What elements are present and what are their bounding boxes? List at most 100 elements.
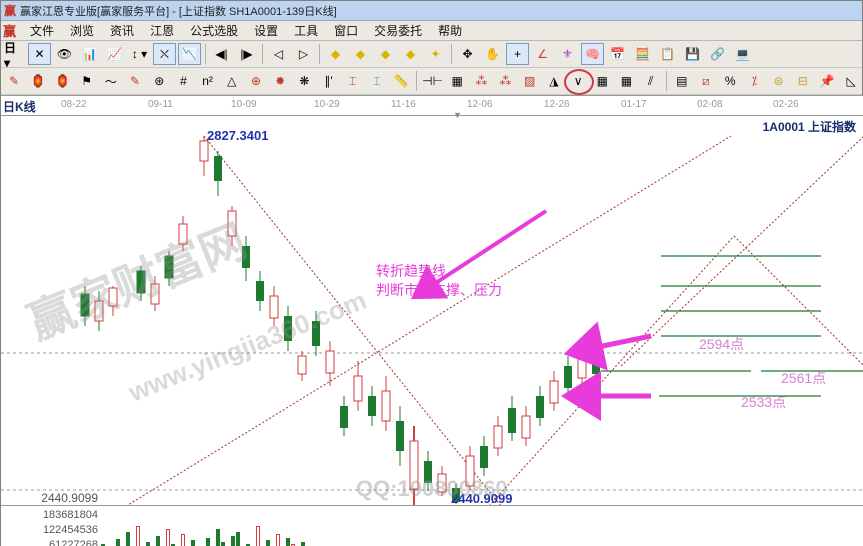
app-logo-icon-2: 赢 [3,21,16,40]
axis-price-top-label: 2440.9099 [3,491,98,505]
nav-left-icon[interactable]: ◁ [267,43,290,65]
toolbar-row-1: 日 ▾ ✕ 👁 📊 📈 ↕ ▾ ⛌ 📉 ◀| |▶ ◁ ▷ ◆ ◆ ◆ ◆ ✦ … [1,41,862,68]
menu-item-8[interactable]: 交易委托 [366,21,430,40]
bars9-icon[interactable]: 📈 [103,43,126,65]
pencil-red2-icon[interactable]: ✎ [124,70,146,92]
gann-grid-red-icon[interactable]: ⌶ [342,70,364,92]
crosshair-plus-icon[interactable]: + [506,43,529,65]
flag-outline-icon[interactable]: ⚑ [76,70,98,92]
table-icon[interactable]: ▤ [671,70,693,92]
spiderweb-grid-icon[interactable]: ❋ [293,70,315,92]
separator [416,71,417,91]
n-squared-icon[interactable]: n² [197,70,219,92]
diamond-right2-icon[interactable]: ◆ [399,43,422,65]
volume-axis-labels: 183681804 122454536 61227268 [3,508,98,546]
date-axis: 08-22 09-11 10-09 10-29 11-16 12-06 12-2… [1,96,863,116]
eye-view-icon[interactable]: 👁 [53,43,76,65]
computer-link-icon[interactable]: 💻 [731,43,754,65]
gold-circle-icon[interactable]: ⊜ [767,70,789,92]
gann-grid-cyan-icon[interactable]: ⌶ [366,70,388,92]
calendar-21-icon[interactable]: 📅 [606,43,629,65]
hline-icon[interactable]: ⊣⊢ [421,70,444,92]
menu-item-9[interactable]: 帮助 [430,21,470,40]
chart-drawing-layer [1,96,863,506]
grid-dense1-icon[interactable]: ▦ [591,70,613,92]
candle-gold1-icon[interactable]: 🏮 [27,70,49,92]
grid-hash-icon[interactable]: # [172,70,194,92]
scatter-red2-icon[interactable]: ⁂ [494,70,516,92]
calculator-icon[interactable]: 🧮 [631,43,654,65]
brain-outline-icon[interactable]: 🧠 [581,43,604,65]
symbol-label: 1A0001 上证指数 [763,118,856,135]
separator [319,44,320,64]
pencil-red-icon[interactable]: ✎ [3,70,25,92]
diamond-both-icon[interactable]: ◆ [374,43,397,65]
menu-item-5[interactable]: 设置 [246,21,286,40]
point-label-2533: 2533点 [741,392,786,412]
diamond-left2-icon[interactable]: ◆ [349,43,372,65]
point-label-2594: 2594点 [699,334,744,354]
menu-item-6[interactable]: 工具 [286,21,326,40]
menu-item-7[interactable]: 窗口 [326,21,366,40]
link-gear-icon[interactable]: 🔗 [706,43,729,65]
fan-purple-icon[interactable]: ⚜ [556,43,579,65]
pin-icon[interactable]: 📌 [816,70,838,92]
cross-pattern-icon[interactable]: ⛌ [153,43,176,65]
hand-drag-icon[interactable]: ✋ [481,43,504,65]
menu-item-1[interactable]: 浏览 [62,21,102,40]
point-label-2561: 2561点 [781,368,826,388]
triangle-grid-icon[interactable]: ◺ [840,70,862,92]
volume-panel[interactable]: 183681804 122454536 61227268 [1,505,863,546]
price-chart-panel[interactable]: 日K线 1A0001 上证指数 08-22 09-11 10-09 10-29 … [1,95,863,505]
site-watermark-url: www.yingjia360.com [124,285,371,409]
peak-price-label: 2827.3401 [207,128,268,143]
menu-bar: 赢 文件 浏览 资讯 江恩 公式选股 设置 工具 窗口 交易委托 帮助 [1,21,862,41]
trend-line-annotation: 转折趋势线 判断市场支撑、压力 [376,262,502,300]
target-red-icon[interactable]: ⊕ [245,70,267,92]
jump-to-end-icon[interactable]: |▶ [235,43,258,65]
jump-to-start-icon[interactable]: ◀| [210,43,233,65]
mountain-chart-icon[interactable]: 📉 [178,43,201,65]
grid-box-icon[interactable]: ▦ [446,70,468,92]
spiderweb-red-icon[interactable]: ✹ [269,70,291,92]
checkmark-v-icon[interactable]: ∨ [567,70,589,92]
toolbar-row-2: ✎ 🏮 🏮 ⚑ 〜 ✎ ⊛ # n² △ ⊕ ✹ ❋ ∥' ⌶ ⌶ 📏 ⊣⊢ ▦… [1,68,862,95]
title-bar: 赢 赢家江恩专业版[赢家服务平台] - [上证指数 SH1A0001-139日K… [1,1,862,21]
notes-icon[interactable]: 📋 [656,43,679,65]
save-red-icon[interactable]: 💾 [681,43,704,65]
hollow-candle-icon[interactable]: ✕ [28,43,51,65]
volume-bars [101,514,315,546]
parallel-lines-icon[interactable]: ∥' [317,70,339,92]
diagonal-lines-icon[interactable]: ⫽ [640,70,662,92]
percent-red2-icon[interactable]: ⁒ [743,70,765,92]
menu-item-4[interactable]: 公式选股 [182,21,246,40]
directional-arrows-icon[interactable]: ✥ [456,43,479,65]
grid-dense2-icon[interactable]: ▦ [615,70,637,92]
nav-right-icon[interactable]: ▷ [292,43,315,65]
percent-icon[interactable]: % [719,70,741,92]
angle-marker-icon[interactable]: ∠ [531,43,554,65]
percent-red-icon[interactable]: ⧄ [695,70,717,92]
candle-gold2-icon[interactable]: 🏮 [51,70,73,92]
curve-outline-icon[interactable]: 〜 [100,70,122,92]
ruler-icon[interactable]: 📏 [390,70,412,92]
period-selector-icon[interactable]: ↕ ▾ [128,43,151,65]
period-day-selector[interactable]: 日 ▾ [3,43,26,65]
separator [262,44,263,64]
menu-item-0[interactable]: 文件 [22,21,62,40]
main-window: 赢 赢家江恩专业版[赢家服务平台] - [上证指数 SH1A0001-139日K… [0,0,863,546]
circle-hash-icon[interactable]: ⊛ [148,70,170,92]
triangle-measure-icon[interactable]: △ [221,70,243,92]
hatch-red-icon[interactable]: ▨ [519,70,541,92]
diamond-left-icon[interactable]: ◆ [324,43,347,65]
app-logo-icon: 赢 [4,2,16,19]
window-title: 赢家江恩专业版[赢家服务平台] - [上证指数 SH1A0001-139日K线] [20,3,337,19]
separator [205,44,206,64]
triangle-outline-icon[interactable]: ◮ [543,70,565,92]
menu-item-2[interactable]: 资讯 [102,21,142,40]
scatter-red-icon[interactable]: ⁂ [470,70,492,92]
bars3-icon[interactable]: 📊 [78,43,101,65]
diamond-right-icon[interactable]: ✦ [424,43,447,65]
menu-item-3[interactable]: 江恩 [142,21,182,40]
gold-bars-icon[interactable]: ⊟ [792,70,814,92]
